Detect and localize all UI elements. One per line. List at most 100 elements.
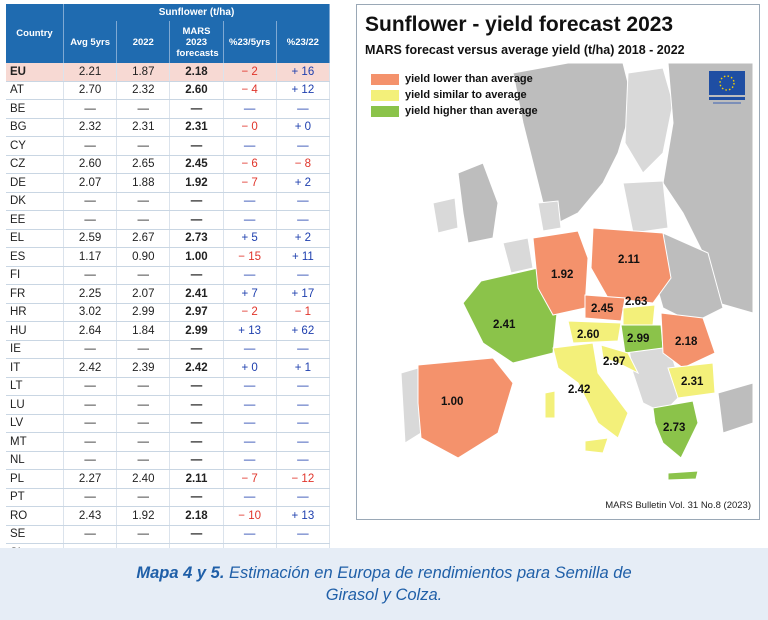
cell-avg: 2.21 — [63, 63, 118, 82]
cell-2022: 2.67 — [116, 229, 171, 248]
value-ro: 2.18 — [675, 336, 698, 348]
cell-2022: 2.99 — [116, 303, 171, 322]
table-row: FI — — — — — — [6, 266, 331, 285]
cell-pct-22: − 8 — [276, 155, 331, 174]
cell-pct-5yrs: — — [223, 451, 277, 470]
benelux-region — [502, 237, 534, 274]
cell-2022: — — [116, 414, 171, 433]
cell-forecast: 2.18 — [169, 506, 224, 526]
cell-avg: 2.27 — [63, 469, 118, 489]
table-row: BG 2.32 2.31 2.31− 0 + 0 — [6, 118, 331, 137]
cell-2022: 2.40 — [116, 469, 171, 489]
cell-pct-22: — — [276, 377, 331, 396]
table-row: EL 2.59 2.67 2.73 + 5 + 2 — [6, 229, 331, 248]
map-subtitle: MARS forecast versus average yield (t/ha… — [365, 43, 685, 57]
table-row: CZ 2.60 2.65 2.45− 6− 8 — [6, 155, 331, 174]
value-pl: 2.11 — [618, 254, 640, 266]
caption-text: Mapa 4 y 5. Estimación en Europa de rend… — [0, 562, 768, 606]
cell-pct-22: — — [276, 451, 331, 470]
cell-avg: 2.25 — [63, 284, 118, 304]
cell-forecast: — — [169, 136, 224, 156]
cell-pct-5yrs: + 5 — [223, 229, 277, 248]
sardinia-region — [544, 390, 556, 419]
cell-avg: 3.02 — [63, 303, 118, 322]
table-row: HU 2.64 1.84 2.99 + 13 + 62 — [6, 321, 331, 341]
table-row: BE — — — — — — [6, 99, 331, 119]
value-fr: 2.41 — [493, 319, 516, 331]
cell-pct-22: + 12 — [276, 81, 331, 100]
cell-pct-22: — — [276, 414, 331, 433]
legend-label-similar: yield similar to average — [405, 89, 527, 101]
table-row: NL — — — — — — [6, 451, 331, 470]
cell-avg: — — [63, 99, 118, 119]
cell-forecast: — — [169, 488, 224, 507]
cell-avg: 1.17 — [63, 247, 118, 267]
caption-line1: Estimación en Europa de rendimientos par… — [224, 564, 632, 582]
cell-pct-22: — — [276, 488, 331, 507]
cell-pct-22: — — [276, 395, 331, 415]
table-row: CY — — — — — — [6, 136, 331, 156]
cell-country: LU — [6, 395, 64, 415]
cell-country: SE — [6, 525, 64, 544]
header-2022: 2022 — [116, 21, 171, 63]
header-pct-22: %23/22 — [276, 21, 331, 63]
romania-region — [660, 312, 716, 369]
slovakia-region — [622, 304, 656, 326]
table-row: LT — — — — — — [6, 377, 331, 396]
header-forecast: MARS 2023 forecasts — [169, 21, 224, 63]
crete-region — [667, 470, 699, 481]
table-row: LV — — — — — — [6, 414, 331, 433]
austria-region — [567, 320, 622, 344]
cell-country: RO — [6, 506, 64, 526]
cell-forecast: 2.18 — [169, 63, 224, 82]
legend-similar: yield similar to average — [371, 87, 571, 103]
cell-country: EU — [6, 63, 64, 82]
cell-country: HU — [6, 321, 64, 341]
ireland-region — [432, 197, 459, 234]
cell-forecast: — — [169, 432, 224, 452]
yield-map: Sunflower - yield forecast 2023 MARS for… — [356, 4, 760, 520]
header-country: Country — [6, 4, 64, 63]
cell-avg: 2.32 — [63, 118, 118, 137]
table-row: DE 2.07 1.88 1.92− 7 + 2 — [6, 173, 331, 193]
czechia-region — [584, 294, 626, 322]
legend-swatch-similar — [371, 89, 399, 101]
eu-flag-logo — [709, 71, 745, 104]
cell-avg: 2.07 — [63, 173, 118, 193]
cell-forecast: — — [169, 525, 224, 544]
spain-region — [417, 357, 514, 459]
legend-swatch-higher — [371, 105, 399, 117]
table-row: EU 2.21 1.87 2.18− 2 + 16 — [6, 63, 331, 82]
cell-2022: — — [116, 99, 171, 119]
cell-pct-5yrs: — — [223, 340, 277, 359]
table-row: MT — — — — — — [6, 432, 331, 452]
cell-2022: 2.07 — [116, 284, 171, 304]
cell-country: FR — [6, 284, 64, 304]
cell-avg: 2.60 — [63, 155, 118, 174]
cell-pct-5yrs: − 0 — [223, 118, 277, 137]
cell-pct-22: − 1 — [276, 303, 331, 322]
cell-pct-22: — — [276, 192, 331, 211]
cell-avg: — — [63, 192, 118, 211]
sicily-region — [584, 437, 609, 454]
cell-pct-22: — — [276, 266, 331, 285]
value-hr: 2.97 — [603, 356, 625, 368]
legend-lower: yield lower than average — [371, 71, 571, 87]
value-cz: 2.45 — [591, 303, 614, 315]
cell-pct-5yrs: − 7 — [223, 173, 277, 193]
cell-forecast: — — [169, 451, 224, 470]
cell-pct-22: + 16 — [276, 63, 331, 82]
cell-forecast: — — [169, 99, 224, 119]
cell-country: EE — [6, 210, 64, 230]
map-title: Sunflower - yield forecast 2023 — [365, 13, 674, 36]
cell-country: DK — [6, 192, 64, 211]
cell-forecast: — — [169, 414, 224, 433]
cell-2022: — — [116, 340, 171, 359]
cell-pct-5yrs: — — [223, 488, 277, 507]
finland-region — [624, 67, 674, 174]
cell-country: HR — [6, 303, 64, 322]
cell-forecast: — — [169, 192, 224, 211]
header-pct-5yrs: %23/5yrs — [223, 21, 277, 63]
cell-avg: 2.43 — [63, 506, 118, 526]
caption-line2: Girasol y Colza. — [325, 586, 443, 604]
